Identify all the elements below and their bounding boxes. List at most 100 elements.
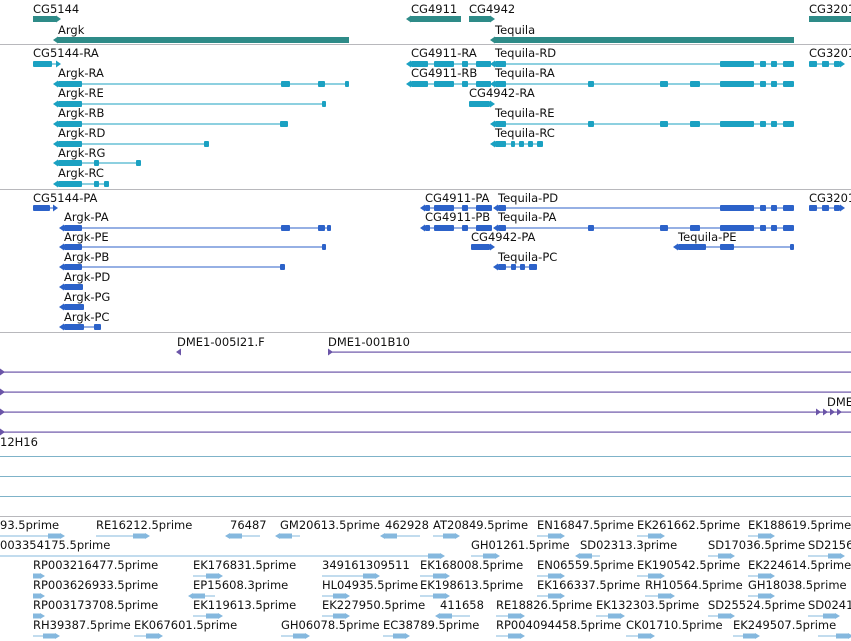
feature-label[interactable]: AT20849.5prime — [433, 518, 529, 532]
est-feature[interactable] — [193, 573, 223, 579]
feature-label[interactable]: CG3201 — [809, 2, 851, 16]
feature-label[interactable]: CK01710.5prime — [626, 618, 723, 632]
transcript-feature[interactable] — [490, 120, 794, 128]
feature-label[interactable]: DME1-005I21.F — [177, 335, 265, 349]
feature-label[interactable]: CG5144-PA — [33, 191, 98, 205]
feature-label[interactable]: EK067601.5prime — [134, 618, 238, 632]
feature-label[interactable]: EN16847.5prime — [537, 518, 634, 532]
feature-label[interactable]: SD17036.5prime — [708, 538, 806, 552]
feature-label[interactable]: EK261662.5prime — [637, 518, 741, 532]
feature-label[interactable]: Tequila-PE — [678, 230, 737, 244]
protein-feature[interactable] — [493, 224, 794, 232]
est-feature[interactable] — [496, 633, 525, 639]
feature-label[interactable]: EK132303.5prime — [596, 598, 700, 612]
clone-feature[interactable] — [0, 408, 851, 416]
est-feature[interactable] — [537, 533, 565, 539]
feature-label[interactable]: 411658 — [440, 598, 484, 612]
feature-label[interactable]: CG4942-PA — [471, 230, 536, 244]
clone-feature[interactable] — [0, 388, 851, 396]
feature-label[interactable]: Tequila-RE — [495, 106, 555, 120]
feature-label[interactable]: SD2156 — [808, 538, 851, 552]
feature-label[interactable]: RP003173708.5prime — [33, 598, 159, 612]
feature-label[interactable]: RP003626933.5prime — [33, 578, 159, 592]
est-feature[interactable] — [380, 533, 420, 539]
transcript-feature[interactable] — [490, 60, 794, 68]
protein-feature[interactable] — [59, 224, 331, 232]
feature-label[interactable]: CG3201 — [809, 191, 851, 205]
feature-label[interactable]: EC38789.5prime — [383, 618, 480, 632]
est-feature[interactable] — [322, 573, 380, 579]
feature-label[interactable]: EK119613.5prime — [193, 598, 297, 612]
est-feature[interactable] — [322, 593, 350, 599]
est-feature[interactable] — [596, 613, 625, 619]
feature-label[interactable]: CG3201 — [809, 46, 851, 60]
feature-label[interactable]: SD0241 — [808, 598, 851, 612]
feature-label[interactable]: RP004094458.5prime — [496, 618, 622, 632]
est-feature[interactable] — [748, 593, 775, 599]
feature-label[interactable]: CG5144 — [33, 2, 80, 16]
gene-feature[interactable] — [469, 15, 495, 23]
est-feature[interactable] — [435, 613, 470, 619]
feature-label[interactable]: RH39387.5prime — [33, 618, 131, 632]
feature-label[interactable]: 462928 — [385, 518, 429, 532]
feature-label[interactable]: CG4942 — [469, 2, 516, 16]
feature-label[interactable]: Argk-RB — [58, 106, 105, 120]
est-feature[interactable] — [708, 613, 735, 619]
est-feature[interactable] — [281, 633, 310, 639]
clone-feature[interactable] — [176, 348, 181, 356]
feature-label[interactable]: RH10564.5prime — [645, 578, 743, 592]
feature-label[interactable]: CG4911-PA — [425, 191, 490, 205]
est-feature[interactable] — [188, 593, 215, 599]
est-feature[interactable] — [322, 613, 350, 619]
transcript-feature[interactable] — [33, 60, 61, 68]
transcript-feature[interactable] — [53, 140, 209, 148]
transcript-feature[interactable] — [53, 120, 288, 128]
feature-label[interactable]: EN06559.5prime — [537, 558, 634, 572]
protein-feature[interactable] — [33, 204, 58, 212]
est-feature[interactable] — [537, 573, 565, 579]
feature-label[interactable]: CG4911-RB — [411, 66, 478, 80]
feature-label[interactable]: EK224614.5prime — [748, 558, 851, 572]
feature-label[interactable]: Argk-PA — [64, 210, 109, 224]
feature-label[interactable]: Tequila-PC — [498, 250, 558, 264]
est-feature[interactable] — [733, 633, 760, 639]
feature-label[interactable]: 003354175.5prime — [0, 538, 111, 552]
feature-label[interactable]: CG4942-RA — [469, 86, 535, 100]
est-feature[interactable] — [96, 533, 150, 539]
feature-label[interactable]: Argk-RC — [58, 166, 104, 180]
est-feature[interactable] — [33, 593, 45, 599]
feature-label[interactable]: EK176831.5prime — [193, 558, 297, 572]
protein-feature[interactable] — [673, 243, 794, 251]
gene-feature[interactable] — [490, 36, 794, 44]
feature-label[interactable]: 93.5prime — [0, 518, 60, 532]
protein-feature[interactable] — [59, 283, 83, 291]
feature-label[interactable]: EK168008.5prime — [420, 558, 524, 572]
est-feature[interactable] — [575, 553, 600, 559]
feature-label[interactable]: Argk-PD — [64, 270, 111, 284]
feature-label[interactable]: Tequila-RA — [495, 66, 555, 80]
feature-label[interactable]: Argk-PC — [64, 310, 110, 324]
feature-label[interactable]: EK249507.5prime — [733, 618, 837, 632]
feature-label[interactable]: EK166337.5prime — [537, 578, 641, 592]
feature-label[interactable]: EK188619.5prime — [748, 518, 851, 532]
est-feature[interactable] — [420, 573, 450, 579]
est-feature[interactable] — [471, 553, 500, 559]
feature-label[interactable]: DME1-001B10 — [328, 335, 410, 349]
est-feature[interactable] — [645, 593, 675, 599]
transcript-feature[interactable] — [53, 100, 326, 108]
feature-label[interactable]: Argk-PB — [64, 250, 110, 264]
feature-label[interactable]: GH06078.5prime — [281, 618, 380, 632]
feature-label[interactable]: CG4911-PB — [425, 210, 491, 224]
protein-feature[interactable] — [493, 204, 794, 212]
est-feature[interactable] — [420, 593, 450, 599]
est-feature[interactable] — [33, 613, 45, 619]
feature-label[interactable]: 349161309511 — [322, 558, 410, 572]
protein-feature[interactable] — [420, 204, 492, 212]
est-feature[interactable] — [33, 633, 60, 639]
feature-label[interactable]: CG5144-RA — [33, 46, 99, 60]
clone-feature[interactable] — [0, 428, 851, 436]
feature-label[interactable]: Argk-RG — [58, 146, 106, 160]
transcript-feature[interactable] — [490, 140, 543, 148]
